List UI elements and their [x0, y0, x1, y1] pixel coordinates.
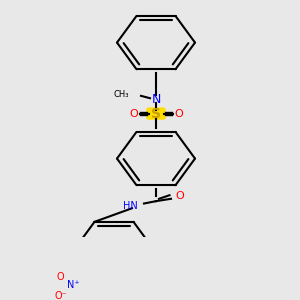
FancyBboxPatch shape [147, 108, 165, 119]
Text: CH₃: CH₃ [113, 90, 129, 99]
Text: HN: HN [123, 201, 138, 211]
Text: O: O [129, 109, 138, 118]
Text: N: N [151, 93, 161, 106]
Text: O: O [176, 191, 184, 201]
Text: O: O [57, 272, 64, 283]
Text: O: O [174, 109, 183, 118]
Text: O⁻: O⁻ [55, 291, 68, 300]
Text: N⁺: N⁺ [67, 280, 80, 290]
Text: S: S [151, 106, 161, 121]
